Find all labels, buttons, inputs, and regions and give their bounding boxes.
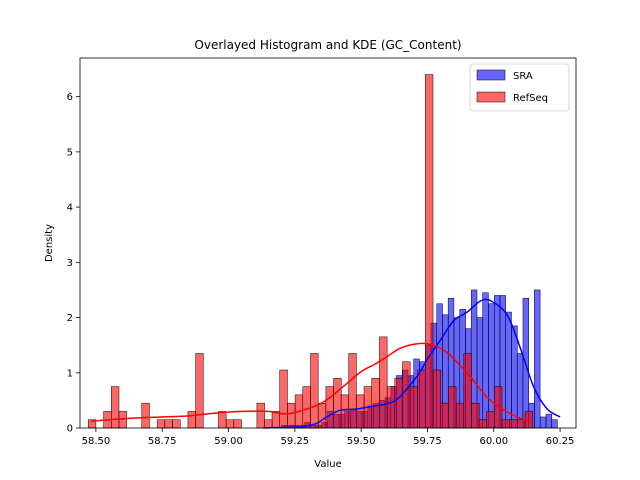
y-axis: 0 1 2 3 4 5 6 <box>67 92 80 435</box>
plot-frame <box>79 57 577 429</box>
bar-refseq <box>425 74 434 429</box>
bar-refseq <box>432 369 441 429</box>
bar-refseq <box>348 353 357 429</box>
bar-refseq <box>118 411 127 429</box>
bar-refseq <box>333 378 342 429</box>
bar-refseq <box>325 386 334 429</box>
bar-refseq <box>524 411 533 429</box>
bar-refseq <box>264 419 273 429</box>
bar-refseq <box>156 419 166 429</box>
bar-refseq <box>195 353 204 429</box>
bar-refseq <box>256 402 265 429</box>
bar-sra <box>511 325 518 429</box>
x-tick-label: 59.50 <box>347 436 376 447</box>
bar-refseq <box>455 402 465 429</box>
bar-sra <box>482 292 489 429</box>
bar-refseq <box>417 369 426 429</box>
bar-refseq <box>386 386 396 429</box>
y-axis-label: Density <box>44 224 55 262</box>
bar-refseq <box>233 419 242 429</box>
x-tick-label: 60.25 <box>546 436 575 447</box>
bar-sra <box>534 289 541 429</box>
kde-line-sra <box>262 298 561 429</box>
x-tick-label: 60.00 <box>479 436 508 447</box>
bar-refseq <box>478 419 487 429</box>
bar-refseq <box>448 386 457 429</box>
x-axis-label: Value <box>314 459 341 470</box>
bar-refseq <box>409 386 418 429</box>
bar-refseq <box>509 419 518 429</box>
bar-refseq <box>218 411 227 429</box>
y-tick-label: 0 <box>67 424 73 435</box>
bar-refseq <box>111 386 120 429</box>
bar-refseq <box>440 402 449 429</box>
bar-refseq <box>141 402 150 429</box>
kde-layer <box>90 298 561 429</box>
bar-refseq <box>486 411 495 429</box>
legend-swatch-sra <box>476 69 506 81</box>
x-axis: 58.50 58.75 59.00 59.25 59.50 59.75 60.00 60.25 <box>82 428 575 447</box>
bar-refseq <box>394 378 403 429</box>
bar-refseq <box>371 378 380 429</box>
legend-label-sra: SRA <box>513 71 533 82</box>
y-tick-label: 4 <box>67 203 73 214</box>
y-tick-label: 2 <box>67 313 73 324</box>
bar-refseq <box>187 411 196 429</box>
bar-refseq <box>225 419 235 429</box>
y-tick-label: 3 <box>67 258 73 269</box>
x-tick-label: 59.00 <box>214 436 243 447</box>
y-tick-label: 5 <box>67 147 73 158</box>
kde-line-refseq <box>90 342 532 424</box>
bar-sra <box>505 311 512 429</box>
bar-refseq <box>340 394 349 429</box>
bar-sra <box>551 419 558 429</box>
bar-refseq <box>302 386 311 429</box>
legend-label-refseq: RefSeq <box>513 93 548 104</box>
y-tick-label: 6 <box>67 92 73 103</box>
x-tick-label: 59.75 <box>413 436 442 447</box>
bar-sra <box>488 303 495 429</box>
x-tick-label: 58.75 <box>148 436 177 447</box>
bar-refseq <box>287 402 296 429</box>
x-tick-label: 58.50 <box>82 436 111 447</box>
bar-sra <box>539 416 547 429</box>
y-tick-label: 1 <box>67 368 73 379</box>
bar-refseq <box>164 419 173 429</box>
bar-refseq <box>310 353 319 429</box>
bar-refseq <box>463 353 472 429</box>
bar-refseq <box>317 402 327 429</box>
legend-swatch-refseq <box>476 91 506 103</box>
legend: SRA RefSeq <box>469 63 570 112</box>
bar-refseq <box>471 402 480 429</box>
bar-refseq <box>279 369 288 429</box>
bar-refseq <box>172 419 181 429</box>
chart-title: Overlayed Histogram and KDE (GC_Content) <box>194 38 461 52</box>
bar-refseq <box>356 394 365 429</box>
bar-refseq <box>379 336 388 429</box>
x-tick-label: 59.25 <box>281 436 310 447</box>
bar-refseq <box>402 361 411 429</box>
bar-refseq <box>517 419 526 429</box>
bar-sra <box>545 413 553 429</box>
bar-refseq <box>501 419 510 429</box>
